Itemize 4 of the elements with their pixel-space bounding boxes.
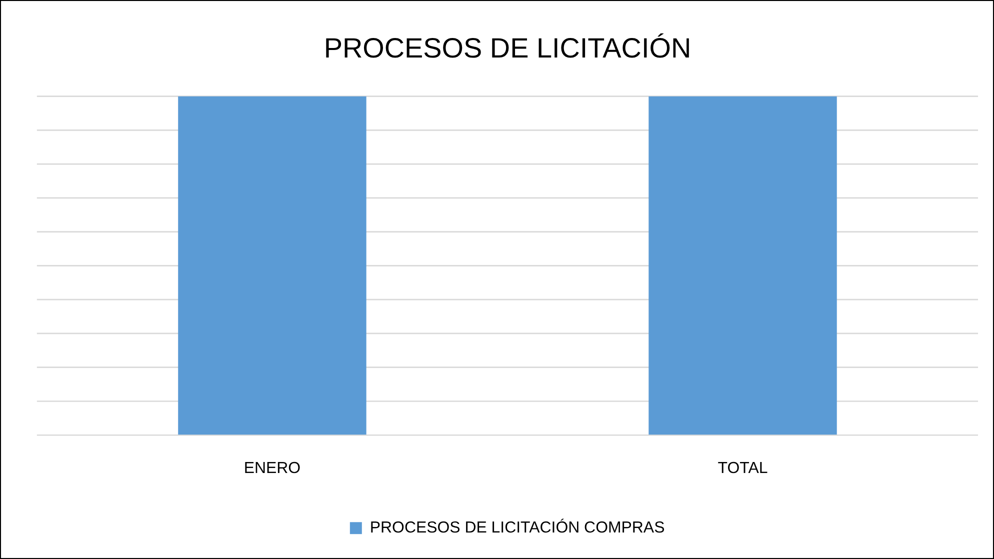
chart-title: PROCESOS DE LICITACIÓN — [324, 32, 692, 64]
x-tick-label: ENERO — [244, 460, 301, 478]
x-tick-label: TOTAL — [718, 460, 768, 478]
legend-label: PROCESOS DE LICITACIÓN COMPRAS — [370, 518, 665, 536]
